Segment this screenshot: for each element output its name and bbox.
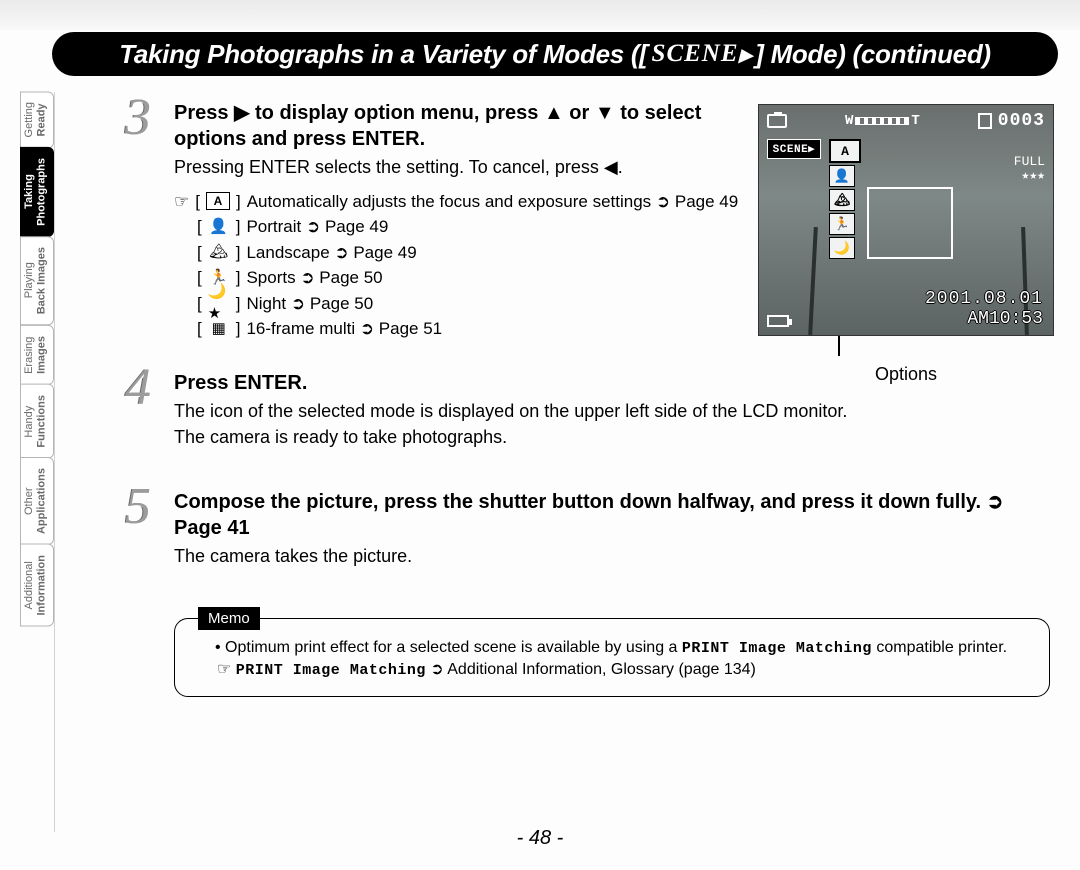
landscape-icon: 🏔 [208, 243, 230, 261]
memo-label: Memo [198, 607, 260, 630]
mode-desc: Portrait ➲ Page 49 [246, 214, 388, 240]
bracket: ] [236, 240, 241, 266]
step-number: 4 [110, 362, 166, 414]
memo-section: Memo Optimum print effect for a selected… [174, 595, 1050, 697]
multiframe-icon: ▦ [208, 320, 230, 338]
tab-label-2: Images [36, 336, 48, 374]
memo-box: Optimum print effect for a selected scen… [174, 618, 1050, 697]
bracket: ] [236, 316, 241, 342]
tab-label-2: Back Images [36, 247, 48, 314]
tab-additional-information[interactable]: Additional Information [20, 544, 54, 627]
tab-playing-back[interactable]: Playing Back Images [20, 236, 54, 325]
step-number: 3 [110, 92, 166, 144]
bracket: [ [197, 240, 202, 266]
memo-line-2: ☞ PRINT Image Matching ➲ Additional Info… [215, 659, 1031, 681]
tab-getting-ready[interactable]: Getting Ready [20, 91, 54, 148]
step-3: 3 Press ▶ to display option menu, press … [110, 100, 1050, 342]
title-post: ] Mode) (continued) [755, 39, 990, 70]
bracket: [ [197, 316, 202, 342]
title-scene-box: SCENE▸ [652, 39, 752, 70]
memo-line-1: Optimum print effect for a selected scen… [215, 637, 1031, 659]
bracket: ] [236, 265, 241, 291]
page-number: - 48 - [0, 827, 1080, 850]
up-arrow-icon: ▲ [544, 102, 564, 124]
auto-icon: A [206, 192, 230, 210]
step-4-text-2: The camera is ready to take photographs. [174, 426, 1050, 449]
step-body: Press ENTER. The icon of the selected mo… [174, 370, 1050, 449]
step-5-text: The camera takes the picture. [174, 545, 1050, 568]
bracket: [ [197, 214, 202, 240]
page-title-bar: Taking Photographs in a Variety of Modes… [52, 32, 1058, 76]
mode-desc: Landscape ➲ Page 49 [246, 240, 416, 266]
step-body: Compose the picture, press the shutter b… [174, 489, 1050, 568]
scene-mode-list: ☞ [ A ] Automatically adjusts the focus … [174, 189, 744, 342]
list-item: [ 🏃 ] Sports ➲ Page 50 [174, 265, 744, 291]
step-4-text-1: The icon of the selected mode is display… [174, 400, 1050, 423]
step-4-title: Press ENTER. [174, 370, 1050, 396]
step-number: 5 [110, 481, 166, 533]
step-3-text: Pressing ENTER selects the setting. To c… [174, 156, 744, 179]
bracket: [ [195, 189, 200, 215]
bracket: ] [236, 291, 241, 317]
list-item: ☞ [ A ] Automatically adjusts the focus … [174, 189, 744, 215]
tab-label-1: Taking [23, 175, 35, 210]
t3a: Press [174, 102, 234, 124]
memo-1c: compatible printer. [872, 639, 1007, 656]
tab-label-1: Playing [23, 263, 35, 299]
mode-desc: Automatically adjusts the focus and expo… [247, 189, 738, 215]
title-pre: Taking Photographs in a Variety of Modes… [119, 39, 647, 70]
tab-label-2: Photographs [36, 158, 48, 226]
tab-label-2: Applications [36, 468, 48, 534]
mode-desc: Sports ➲ Page 50 [246, 265, 382, 291]
tab-label-1: Other [23, 487, 35, 515]
step-3-title: Press ▶ to display option menu, press ▲ … [174, 100, 744, 152]
pointer-icon: ☞ [174, 189, 189, 215]
mode-desc: 16-frame multi ➲ Page 51 [246, 316, 442, 342]
t3c: or [564, 102, 595, 124]
step-5: 5 Compose the picture, press the shutter… [110, 489, 1050, 568]
title-scene-text: SCENE [652, 40, 739, 68]
step-body: Press ▶ to display option menu, press ▲ … [174, 100, 744, 342]
memo-1a: Optimum print effect for a selected scen… [225, 639, 682, 656]
list-item: [ 🌙★ ] Night ➲ Page 50 [174, 291, 744, 317]
pim-term: PRINT Image Matching [236, 662, 426, 679]
manual-page: Taking Photographs in a Variety of Modes… [0, 0, 1080, 870]
tab-label-1: Additional [23, 561, 35, 609]
tab-erasing-images[interactable]: Erasing Images [20, 325, 54, 385]
tab-label-1: Handy [23, 405, 35, 437]
mode-desc: Night ➲ Page 50 [246, 291, 373, 317]
header-texture [0, 0, 1080, 30]
bracket: [ [197, 291, 202, 317]
step-5-title: Compose the picture, press the shutter b… [174, 489, 1050, 541]
list-item: [ 👤 ] Portrait ➲ Page 49 [174, 214, 744, 240]
right-arrow-icon: ▶ [234, 102, 249, 124]
memo-2c: ➲ Additional Information, Glossary (page… [426, 661, 756, 678]
t3b: to display option menu, press [249, 102, 543, 124]
tab-handy-functions[interactable]: Handy Functions [20, 384, 54, 459]
bracket: ] [236, 189, 241, 215]
tab-label-2: Information [36, 555, 48, 616]
step-4: 4 Press ENTER. The icon of the selected … [110, 370, 1050, 449]
down-arrow-icon: ▼ [595, 102, 615, 124]
tab-label-1: Getting [23, 102, 35, 137]
content-area: 3 Press ▶ to display option menu, press … [110, 100, 1050, 697]
bracket: ] [236, 214, 241, 240]
list-item: [ ▦ ] 16-frame multi ➲ Page 51 [174, 316, 744, 342]
list-item: [ 🏔 ] Landscape ➲ Page 49 [174, 240, 744, 266]
tab-label-2: Ready [36, 103, 48, 136]
sidebar-divider [54, 92, 55, 832]
bracket: [ [197, 265, 202, 291]
portrait-icon: 👤 [208, 218, 230, 236]
tab-label-2: Functions [36, 395, 48, 448]
pim-term: PRINT Image Matching [682, 640, 872, 657]
night-icon: 🌙★ [208, 294, 230, 312]
pointer-icon: ☞ [217, 661, 236, 678]
tab-taking-photographs[interactable]: Taking Photographs [20, 147, 54, 237]
tab-label-1: Erasing [23, 336, 35, 373]
section-tabs: Getting Ready Taking Photographs Playing… [20, 92, 54, 832]
scene-arrow-icon: ▸ [739, 39, 752, 70]
tab-other-applications[interactable]: Other Applications [20, 457, 54, 545]
